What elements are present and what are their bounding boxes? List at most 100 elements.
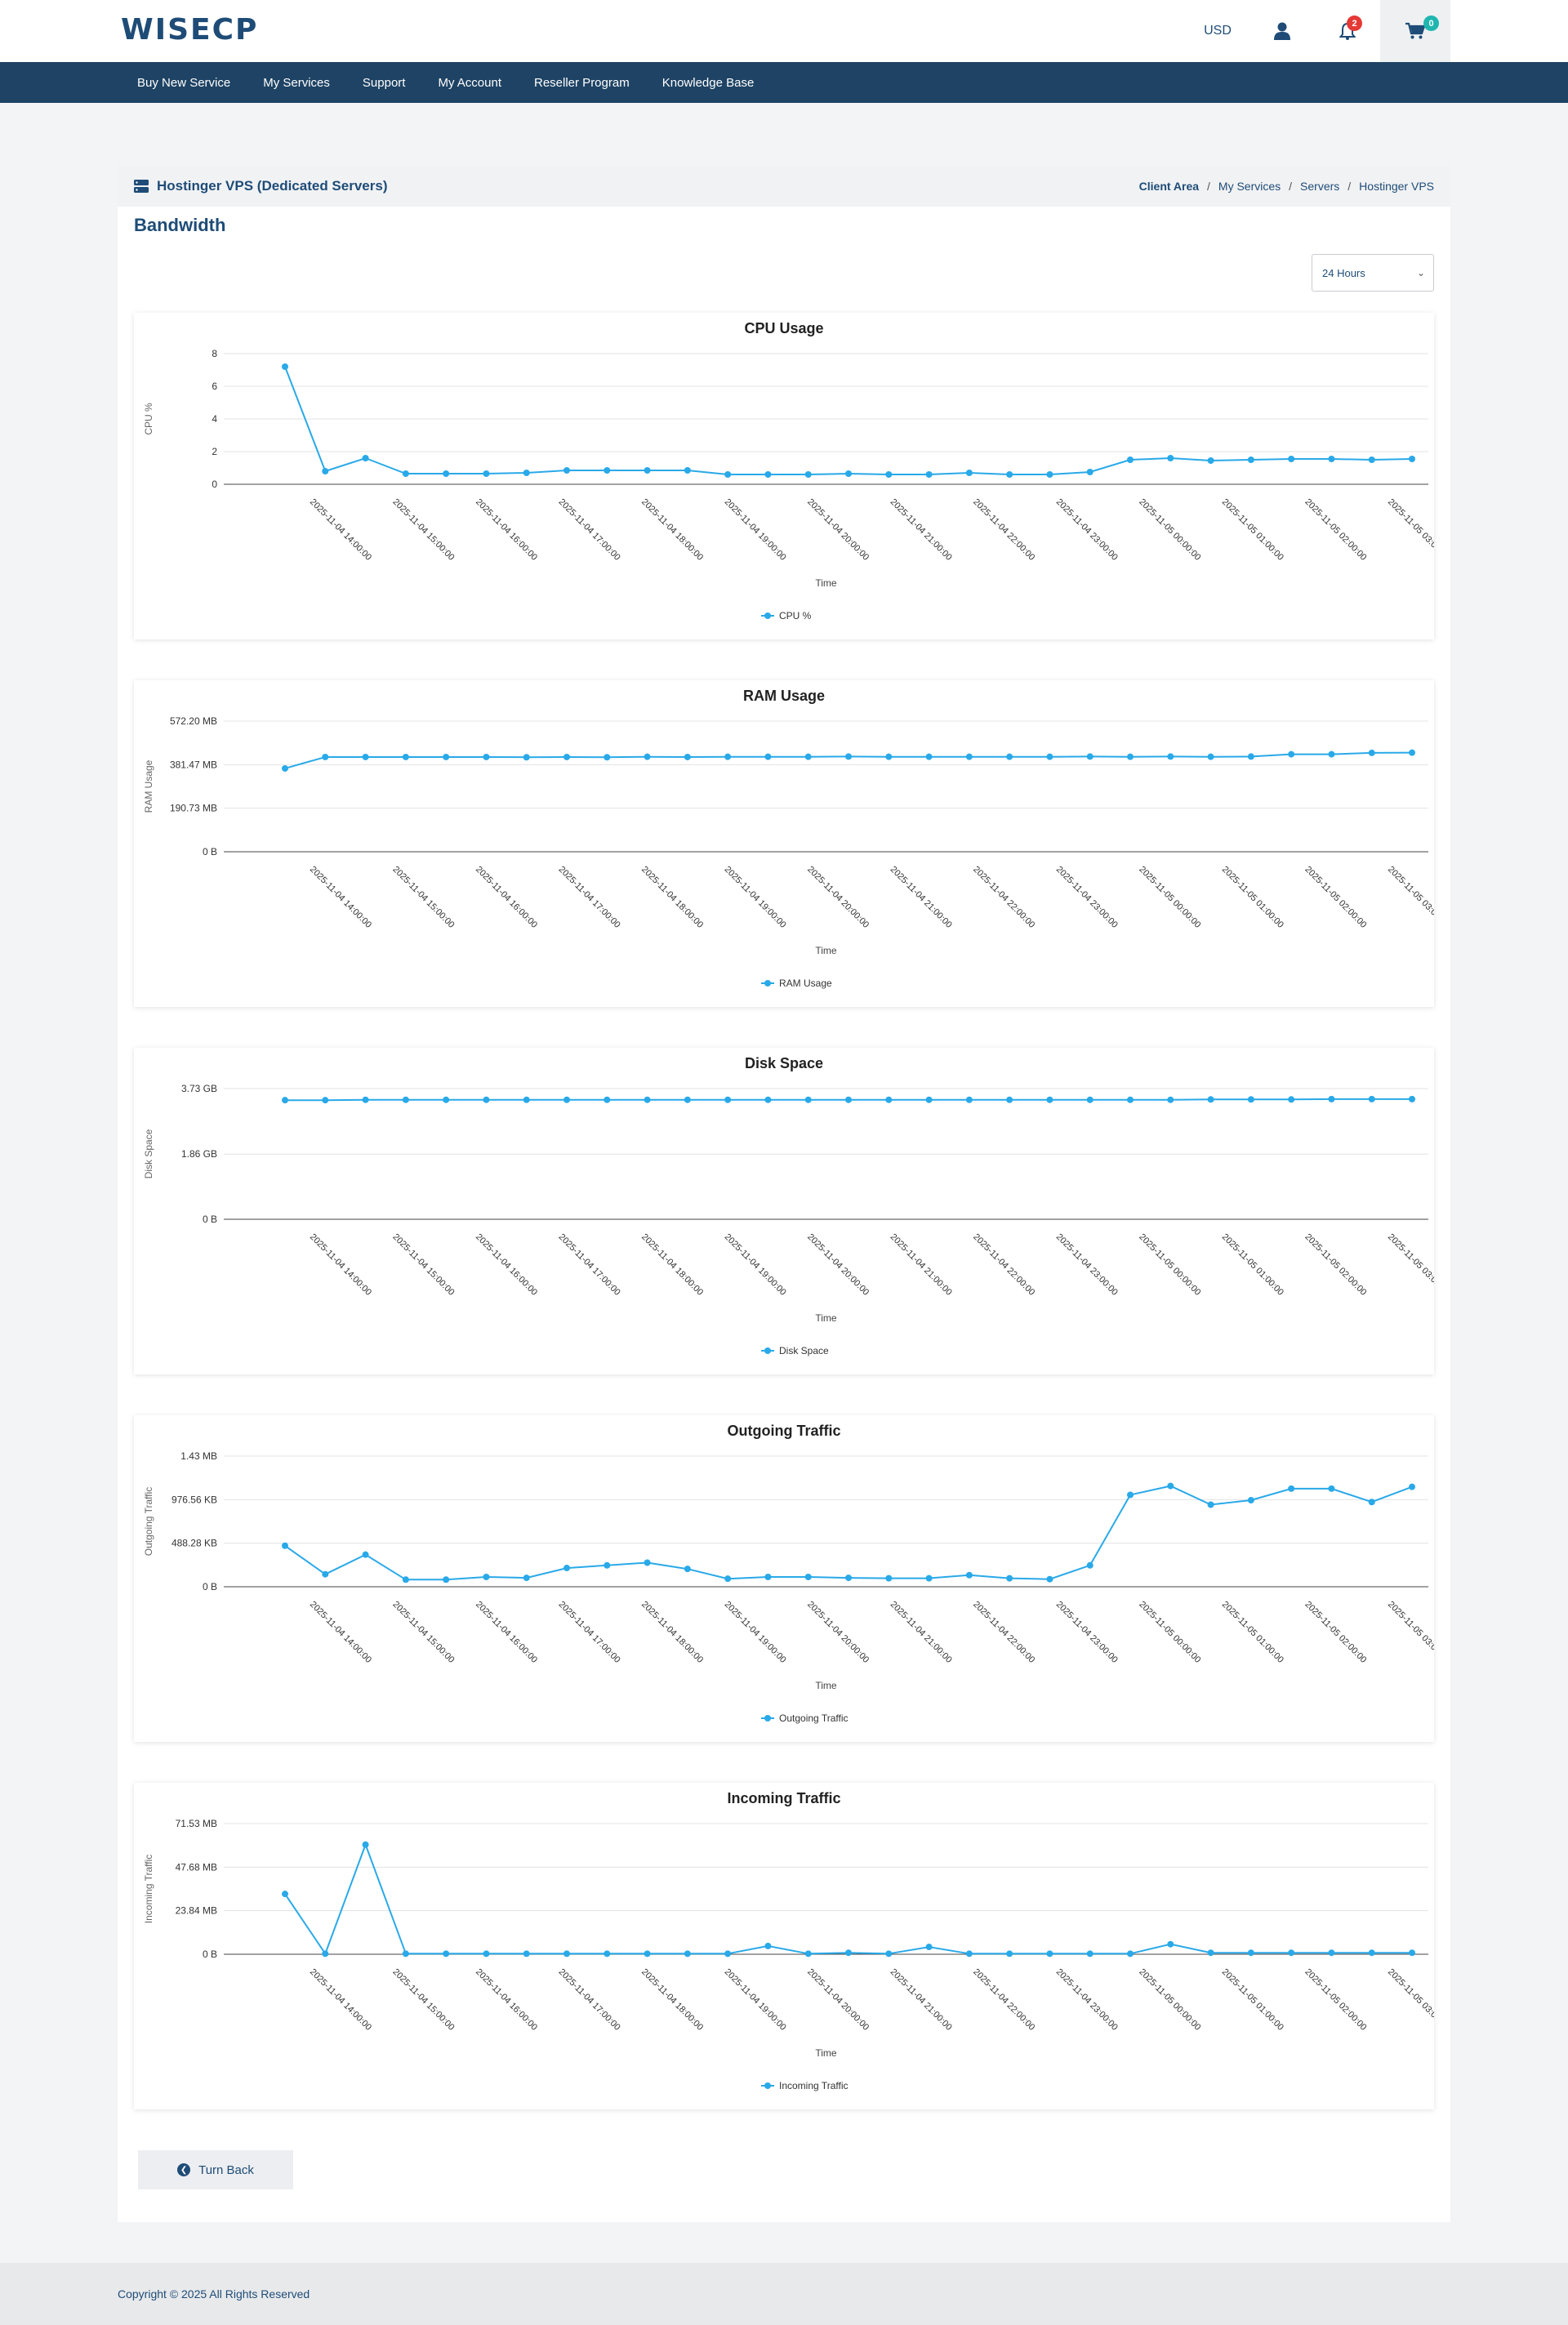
main-content: Hostinger VPS (Dedicated Servers) Client… — [118, 166, 1450, 2222]
data-point — [724, 1096, 732, 1103]
data-point — [644, 753, 651, 760]
y-axis-label: RAM Usage — [143, 759, 154, 813]
brand-logo[interactable]: WISECP — [121, 13, 258, 47]
nav-reseller-program[interactable]: Reseller Program — [534, 75, 630, 90]
data-point — [1247, 1497, 1254, 1504]
chart-title: Incoming Traffic — [727, 1790, 840, 1806]
nav-knowledge-base[interactable]: Knowledge Base — [662, 75, 755, 90]
y-tick-label: 1.86 GB — [181, 1148, 217, 1160]
data-point — [604, 1096, 611, 1103]
x-tick-label: 2025-11-04 22:00:00 — [971, 865, 1036, 930]
nav-support[interactable]: Support — [362, 75, 406, 90]
data-point — [1167, 1482, 1174, 1490]
data-point — [1086, 1096, 1094, 1103]
data-point — [965, 753, 973, 760]
data-point — [1046, 1096, 1054, 1103]
nav-my-services[interactable]: My Services — [263, 75, 330, 90]
data-point — [1167, 1940, 1174, 1948]
data-point — [1086, 1950, 1094, 1958]
page-header: Hostinger VPS (Dedicated Servers) Client… — [118, 166, 1450, 207]
data-point — [1247, 1096, 1254, 1103]
data-point — [1086, 753, 1094, 760]
breadcrumb-servers[interactable]: Servers — [1300, 180, 1340, 193]
data-point — [684, 1950, 691, 1958]
data-point — [322, 753, 329, 760]
data-point — [1046, 753, 1054, 760]
legend-marker — [764, 1715, 771, 1721]
x-tick-label: 2025-11-04 14:00:00 — [308, 1967, 373, 2033]
data-point — [845, 1096, 852, 1103]
legend-label: Outgoing Traffic — [779, 1713, 849, 1724]
breadcrumb-client-area[interactable]: Client Area — [1138, 180, 1200, 193]
data-point — [604, 467, 611, 474]
data-point — [604, 754, 611, 761]
x-tick-label: 2025-11-05 03:00:00 — [1386, 1232, 1434, 1298]
time-range-select[interactable]: 24 Hours ⌄ — [1312, 254, 1434, 292]
y-tick-label: 0 B — [203, 846, 217, 857]
incoming-traffic-chart: Incoming Traffic 0 B 23.84 MB 47.68 MB 71.53… — [143, 1790, 1434, 2091]
data-point — [282, 363, 288, 370]
data-point — [1247, 457, 1254, 463]
breadcrumb-hostinger-vps[interactable]: Hostinger VPS — [1359, 180, 1434, 193]
legend-label: RAM Usage — [779, 978, 832, 989]
data-point — [483, 1096, 490, 1103]
data-point — [443, 470, 450, 477]
turn-back-button[interactable]: ❮ Turn Back — [138, 2150, 293, 2189]
x-tick-label: 2025-11-04 17:00:00 — [556, 1232, 621, 1298]
x-tick-label: 2025-11-04 21:00:00 — [889, 1967, 954, 2033]
notifications-button[interactable]: 2 — [1315, 0, 1380, 62]
legend-marker — [764, 980, 771, 987]
data-point — [764, 1096, 772, 1103]
nav-my-account[interactable]: My Account — [438, 75, 501, 90]
main-nav: Buy New Service My Services Support My A… — [0, 62, 1568, 103]
nav-buy-new-service[interactable]: Buy New Service — [137, 75, 231, 90]
data-point — [322, 1950, 329, 1958]
data-point — [282, 1097, 288, 1104]
data-point — [1006, 1096, 1013, 1103]
data-point — [1127, 1491, 1134, 1499]
x-tick-label: 2025-11-05 02:00:00 — [1303, 1232, 1368, 1298]
x-tick-label: 2025-11-05 03:00:00 — [1386, 1967, 1434, 2033]
y-tick-label: 8 — [212, 348, 217, 359]
data-point — [1046, 1950, 1054, 1958]
data-point — [925, 753, 933, 760]
x-tick-label: 2025-11-05 01:00:00 — [1220, 1967, 1285, 2033]
breadcrumb-my-services[interactable]: My Services — [1218, 180, 1281, 193]
data-point — [684, 467, 691, 474]
x-tick-label: 2025-11-04 21:00:00 — [889, 1600, 954, 1665]
data-point — [764, 1573, 772, 1580]
data-point — [845, 470, 852, 477]
data-point — [1127, 1950, 1134, 1958]
x-tick-label: 2025-11-04 22:00:00 — [971, 1967, 1036, 2033]
data-point — [362, 1841, 369, 1848]
top-header: WISECP USD 2 0 — [0, 0, 1568, 62]
data-point — [764, 471, 772, 478]
x-tick-label: 2025-11-04 14:00:00 — [308, 1600, 373, 1665]
x-tick-label: 2025-11-05 03:00:00 — [1386, 497, 1434, 563]
x-tick-label: 2025-11-04 19:00:00 — [723, 497, 788, 563]
y-tick-label: 0 B — [203, 1581, 217, 1592]
x-tick-label: 2025-11-04 18:00:00 — [639, 865, 705, 930]
x-tick-label: 2025-11-04 15:00:00 — [390, 865, 456, 930]
cart-button[interactable]: 0 — [1380, 0, 1450, 62]
data-point — [1207, 1096, 1214, 1103]
data-point — [925, 1574, 933, 1582]
data-point — [1328, 456, 1335, 462]
legend-label: Disk Space — [779, 1345, 829, 1356]
data-point — [523, 1574, 530, 1582]
footer: Copyright © 2025 All Rights Reserved — [0, 2263, 1568, 2325]
chart-outgoing-traffic: Outgoing Traffic 0 B 488.28 KB 976.56 KB 1.4… — [134, 1415, 1434, 1742]
data-point — [483, 1573, 490, 1580]
chart-title: Disk Space — [745, 1055, 823, 1071]
data-point — [523, 470, 530, 476]
chart-title: CPU Usage — [744, 320, 823, 336]
data-point — [1288, 456, 1295, 462]
y-tick-label: 71.53 MB — [176, 1818, 217, 1829]
data-point — [362, 753, 369, 760]
data-point — [1207, 1501, 1214, 1508]
data-point — [362, 455, 369, 461]
x-tick-label: 2025-11-04 22:00:00 — [971, 1600, 1036, 1665]
x-tick-label: 2025-11-04 23:00:00 — [1054, 497, 1120, 563]
currency-selector[interactable]: USD — [1204, 24, 1232, 38]
account-button[interactable] — [1250, 0, 1315, 62]
